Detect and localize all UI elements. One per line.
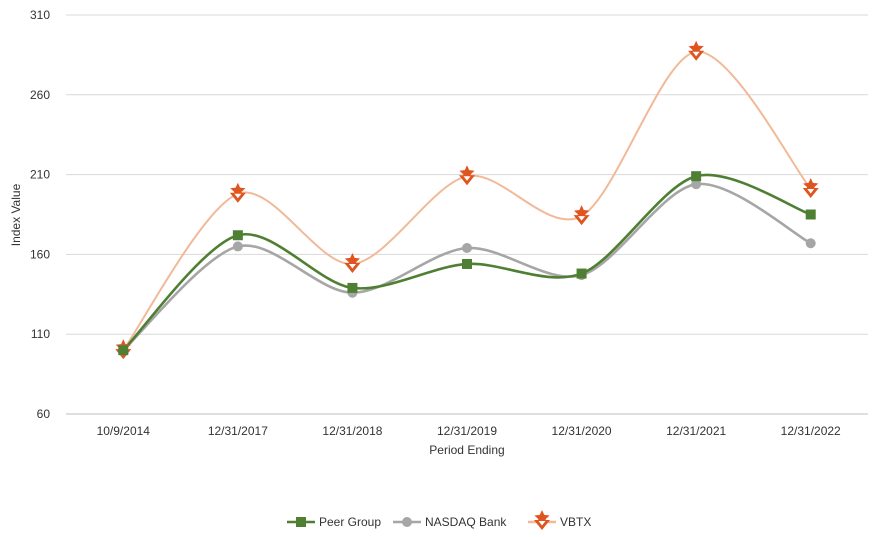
x-tick-label: 12/31/2020 (552, 424, 612, 438)
series-lines (121, 50, 813, 352)
legend-marker (296, 517, 306, 527)
data-point (576, 268, 587, 279)
data-point (347, 282, 358, 293)
data-point (232, 241, 243, 252)
series-markers (115, 40, 819, 360)
x-axis-title: Period Ending (429, 443, 504, 457)
y-tick-label: 160 (30, 247, 50, 261)
data-point (805, 238, 816, 249)
legend-item: VBTX (528, 510, 591, 530)
y-tick-label: 310 (30, 8, 50, 22)
series-line-vbtx (122, 50, 812, 352)
legend-label: NASDAQ Bank (425, 515, 507, 529)
data-point (805, 209, 816, 220)
y-tick-label: 60 (37, 407, 51, 421)
x-tick-label: 10/9/2014 (97, 424, 151, 438)
x-axis-ticks: 10/9/2014 12/31/2017 12/31/2018 12/31/2019 1… (97, 424, 841, 438)
y-tick-label: 260 (30, 88, 50, 102)
data-point (118, 345, 129, 356)
data-point (344, 252, 361, 273)
x-tick-label: 12/31/2018 (322, 424, 382, 438)
data-point (688, 40, 705, 61)
data-point (229, 182, 246, 203)
legend-marker (534, 510, 550, 530)
data-point (462, 243, 472, 254)
data-point (691, 179, 702, 190)
data-point (802, 177, 819, 198)
gridlines (66, 14, 868, 415)
x-tick-label: 12/31/2017 (208, 424, 268, 438)
x-tick-label: 12/31/2022 (781, 424, 841, 438)
legend: Peer Group NASDAQ Bank VBTX (287, 510, 591, 530)
legend-item: Peer Group (287, 515, 381, 529)
data-point (232, 230, 243, 241)
x-tick-label: 12/31/2019 (437, 424, 497, 438)
x-tick-label: 12/31/2021 (666, 424, 726, 438)
y-tick-label: 110 (31, 327, 50, 341)
data-point (573, 205, 590, 226)
data-point (459, 165, 475, 186)
legend-item: NASDAQ Bank (393, 515, 507, 529)
legend-label: Peer Group (319, 515, 381, 529)
data-point (691, 171, 702, 182)
data-point (462, 258, 472, 269)
y-tick-label: 210 (30, 168, 50, 182)
y-axis-ticks: 60 110 160 210 260 310 (30, 8, 50, 421)
legend-label: VBTX (560, 515, 591, 529)
legend-marker (402, 517, 412, 527)
y-axis-title: Index Value (9, 183, 23, 246)
